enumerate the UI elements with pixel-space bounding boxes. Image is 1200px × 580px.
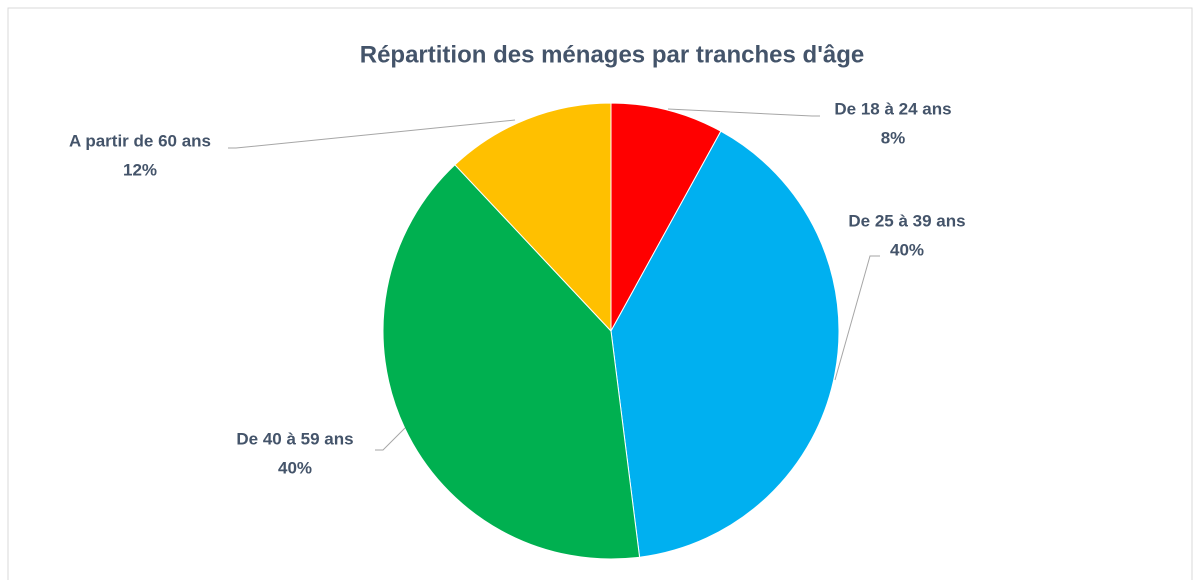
leader-line (228, 119, 516, 149)
leader-line (834, 255, 880, 381)
data-label-value: 40% (278, 458, 312, 477)
data-label-name: De 18 à 24 ans (834, 99, 951, 118)
data-label-name: De 25 à 39 ans (848, 211, 965, 230)
data-label-value: 8% (881, 128, 906, 147)
pie-slice (454, 102, 612, 333)
chart-title: Répartition des ménages par tranches d'â… (360, 41, 865, 68)
pie-slice (610, 130, 840, 558)
data-label-value: 12% (123, 160, 157, 179)
data-label-value: 40% (890, 240, 924, 259)
leader-line (375, 427, 406, 451)
data-label-name: De 40 à 59 ans (236, 429, 353, 448)
leader-line (667, 108, 820, 117)
data-label-name: A partir de 60 ans (69, 131, 211, 150)
pie-slice (610, 102, 722, 332)
